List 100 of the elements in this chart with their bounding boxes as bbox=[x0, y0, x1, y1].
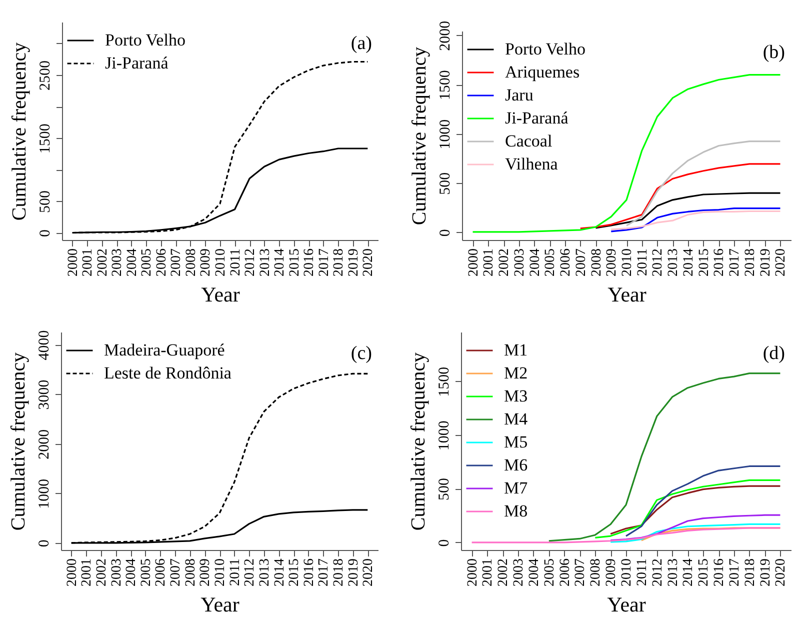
x-tick-label: 2016 bbox=[302, 558, 317, 586]
x-tick-label: 2001 bbox=[80, 558, 95, 586]
x-tick-label: 2005 bbox=[542, 558, 558, 586]
y-tick-label: 1000 bbox=[438, 119, 454, 150]
x-tick-label: 2004 bbox=[526, 558, 542, 586]
line-series bbox=[625, 465, 782, 537]
legend-label: Ji-Paraná bbox=[105, 54, 169, 72]
line-series bbox=[548, 372, 782, 542]
legend-label: M4 bbox=[504, 410, 528, 428]
y-axis-title: Cumulative frequency bbox=[8, 352, 30, 531]
legend-label: Porto Velho bbox=[105, 30, 186, 50]
legend-label: Vilhena bbox=[505, 154, 558, 174]
annotation: (a) bbox=[350, 33, 372, 54]
x-tick-label: 2012 bbox=[242, 558, 258, 586]
legend-label: M1 bbox=[504, 340, 528, 360]
x-axis-title: Year bbox=[201, 282, 240, 306]
x-tick-label: 2001 bbox=[80, 248, 96, 276]
x-tick-label: 2020 bbox=[361, 248, 376, 276]
line-series bbox=[626, 140, 782, 226]
x-tick-label: 2020 bbox=[774, 558, 789, 586]
legend-label: M5 bbox=[504, 432, 528, 452]
x-tick-label: 2003 bbox=[512, 558, 527, 586]
y-tick-label: 2500 bbox=[38, 60, 54, 90]
x-tick-label: 2014 bbox=[272, 558, 288, 586]
x-tick-label: 2001 bbox=[482, 248, 497, 276]
x-tick-label: 2008 bbox=[183, 558, 198, 586]
legend-label: Jaru bbox=[505, 86, 534, 104]
y-tick-label: 0 bbox=[36, 540, 52, 548]
line-series bbox=[610, 485, 782, 535]
x-tick-label: 2007 bbox=[573, 558, 588, 586]
y-axis-title: Cumulative frequency bbox=[8, 42, 30, 221]
x-tick-label: 2006 bbox=[558, 558, 573, 586]
line-series bbox=[610, 523, 782, 543]
legend-label: Leste de Rondônia bbox=[104, 364, 232, 382]
y-axis-title: Cumulative frequency bbox=[408, 352, 430, 531]
line-series bbox=[470, 527, 782, 544]
x-tick-label: 2017 bbox=[316, 248, 332, 276]
legend-label: Ariquemes bbox=[505, 62, 580, 82]
line-series bbox=[610, 514, 782, 542]
x-axis-title: Year bbox=[608, 282, 646, 306]
x-tick-label: 2020 bbox=[361, 558, 376, 586]
x-tick-label: 2016 bbox=[712, 558, 728, 586]
x-tick-label: 2013 bbox=[666, 558, 681, 586]
x-tick-label: 2004 bbox=[124, 248, 140, 276]
x-tick-label: 2004 bbox=[124, 558, 140, 586]
legend-label: M7 bbox=[504, 478, 528, 498]
x-tick-label: 2013 bbox=[258, 248, 273, 276]
x-tick-label: 2007 bbox=[574, 248, 589, 276]
x-tick-label: 2005 bbox=[138, 558, 154, 586]
y-tick-label: 1500 bbox=[38, 124, 54, 154]
x-tick-label: 2003 bbox=[512, 248, 528, 276]
legend-label: Porto Velho bbox=[505, 40, 586, 58]
x-tick-label: 2009 bbox=[198, 558, 214, 586]
x-tick-label: 2017 bbox=[728, 248, 743, 276]
x-tick-label: 2011 bbox=[635, 248, 650, 276]
legend-label: Cacoal bbox=[505, 132, 552, 150]
x-tick-label: 2002 bbox=[496, 558, 512, 586]
y-tick-label: 500 bbox=[436, 478, 452, 501]
x-tick-label: 2010 bbox=[620, 558, 634, 586]
x-tick-label: 2010 bbox=[620, 248, 635, 276]
x-tick-label: 2013 bbox=[257, 558, 272, 586]
x-tick-label: 2000 bbox=[466, 248, 482, 276]
x-tick-label: 2007 bbox=[168, 558, 184, 586]
x-tick-label: 2009 bbox=[604, 248, 620, 276]
line-series bbox=[594, 479, 782, 538]
legend-label: Madeira-Guaporé bbox=[104, 340, 225, 360]
x-tick-label: 2016 bbox=[712, 248, 728, 276]
x-tick-label: 2011 bbox=[634, 558, 650, 586]
x-tick-label: 2012 bbox=[243, 248, 258, 276]
x-tick-label: 2019 bbox=[346, 248, 362, 276]
x-tick-label: 2009 bbox=[198, 248, 214, 276]
x-tick-label: 2015 bbox=[287, 248, 302, 276]
y-tick-label: 0 bbox=[38, 229, 54, 237]
x-tick-label: 2005 bbox=[140, 248, 155, 276]
x-tick-label: 2000 bbox=[64, 558, 80, 586]
annotation: (d) bbox=[762, 343, 785, 364]
x-tick-label: 2008 bbox=[589, 248, 604, 276]
y-tick-label: 2000 bbox=[438, 20, 454, 51]
x-tick-label: 2006 bbox=[154, 558, 169, 586]
x-tick-label: 2020 bbox=[774, 248, 789, 276]
legend-label: M3 bbox=[504, 386, 528, 406]
x-tick-label: 2004 bbox=[528, 248, 543, 276]
legend-label: M2 bbox=[504, 364, 528, 382]
y-tick-label: 1500 bbox=[438, 70, 454, 100]
x-tick-label: 2018 bbox=[742, 248, 758, 276]
x-tick-label: 2001 bbox=[480, 558, 496, 586]
line-series bbox=[580, 163, 782, 230]
x-tick-label: 2000 bbox=[66, 248, 81, 276]
x-tick-label: 2007 bbox=[169, 248, 184, 276]
y-tick-label: 500 bbox=[38, 190, 54, 213]
legend-label: M6 bbox=[504, 456, 528, 474]
x-axis-title: Year bbox=[607, 592, 646, 616]
annotation: (c) bbox=[350, 343, 372, 364]
x-axis-title: Year bbox=[200, 592, 240, 616]
x-tick-label: 2003 bbox=[110, 248, 126, 276]
legend-label: Ji-Paraná bbox=[505, 108, 569, 128]
x-tick-label: 2012 bbox=[650, 248, 666, 276]
x-tick-label: 2018 bbox=[332, 558, 347, 586]
x-tick-label: 2015 bbox=[287, 558, 302, 586]
x-tick-label: 2002 bbox=[497, 248, 512, 276]
